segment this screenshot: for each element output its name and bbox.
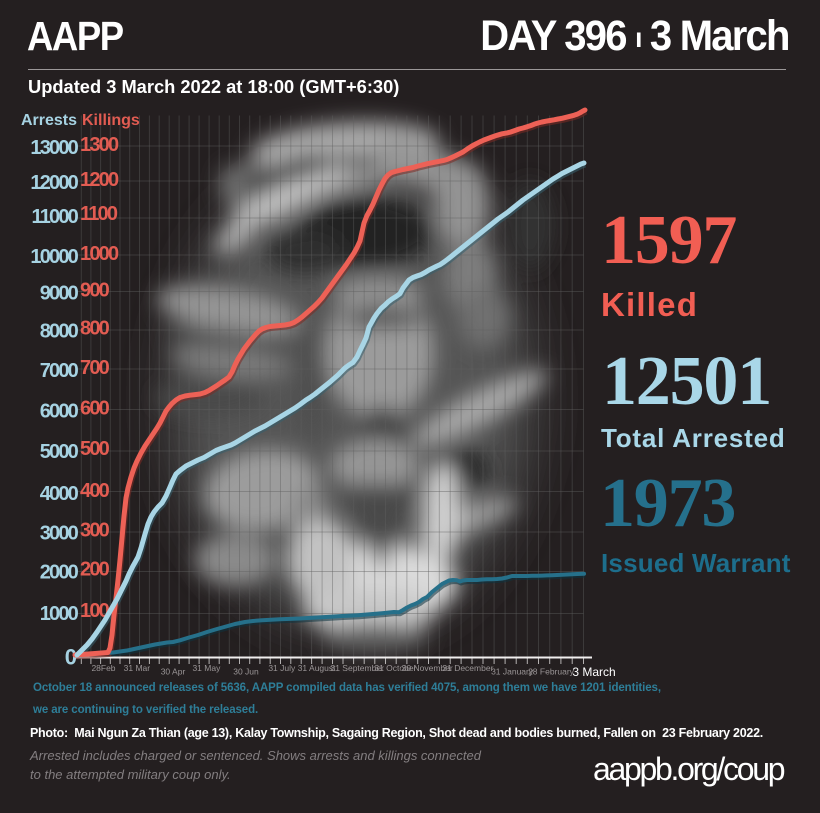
svg-text:1100: 1100: [80, 203, 118, 225]
svg-text:31 October: 31 October: [374, 663, 416, 673]
svg-text:Arrests: Arrests: [21, 112, 77, 129]
svg-text:30 Apr: 30 Apr: [161, 667, 186, 677]
svg-text:7000: 7000: [40, 360, 79, 382]
svg-text:3000: 3000: [40, 522, 79, 544]
svg-text:28Feb: 28Feb: [91, 663, 115, 673]
svg-text:31 December: 31 December: [442, 663, 493, 673]
svg-text:10000: 10000: [30, 246, 78, 268]
svg-text:700: 700: [80, 357, 110, 379]
svg-text:8000: 8000: [40, 320, 79, 342]
svg-text:31 January: 31 January: [491, 667, 534, 677]
svg-text:500: 500: [80, 438, 110, 460]
svg-text:1200: 1200: [80, 169, 119, 191]
svg-text:400: 400: [80, 480, 110, 502]
svg-text:28 February: 28 February: [528, 667, 575, 677]
svg-text:11000: 11000: [31, 206, 78, 228]
svg-text:13000: 13000: [30, 137, 78, 159]
svg-text:1000: 1000: [40, 603, 79, 625]
svg-text:31 July: 31 July: [268, 663, 296, 673]
svg-text:31 August: 31 August: [298, 663, 336, 673]
svg-text:800: 800: [80, 317, 110, 339]
svg-text:30 November: 30 November: [402, 663, 453, 673]
svg-text:5000: 5000: [40, 441, 79, 463]
svg-text:Killings: Killings: [82, 112, 140, 129]
svg-text:300: 300: [80, 519, 110, 541]
svg-text:31 Mar: 31 Mar: [124, 663, 151, 673]
svg-text:6000: 6000: [40, 400, 79, 422]
svg-text:900: 900: [80, 279, 110, 301]
svg-text:1300: 1300: [80, 134, 119, 156]
svg-text:4000: 4000: [40, 483, 79, 505]
svg-text:0: 0: [65, 645, 77, 670]
svg-text:3 March: 3 March: [572, 665, 615, 679]
svg-text:12000: 12000: [30, 172, 78, 194]
svg-text:100: 100: [80, 600, 110, 622]
svg-text:600: 600: [80, 397, 110, 419]
svg-text:9000: 9000: [40, 282, 79, 304]
svg-text:31 September: 31 September: [330, 663, 384, 673]
svg-text:200: 200: [80, 558, 110, 580]
svg-text:2000: 2000: [40, 561, 79, 583]
svg-text:1000: 1000: [80, 243, 119, 265]
svg-text:30 Jun: 30 Jun: [233, 667, 259, 677]
svg-text:31 May: 31 May: [192, 663, 221, 673]
